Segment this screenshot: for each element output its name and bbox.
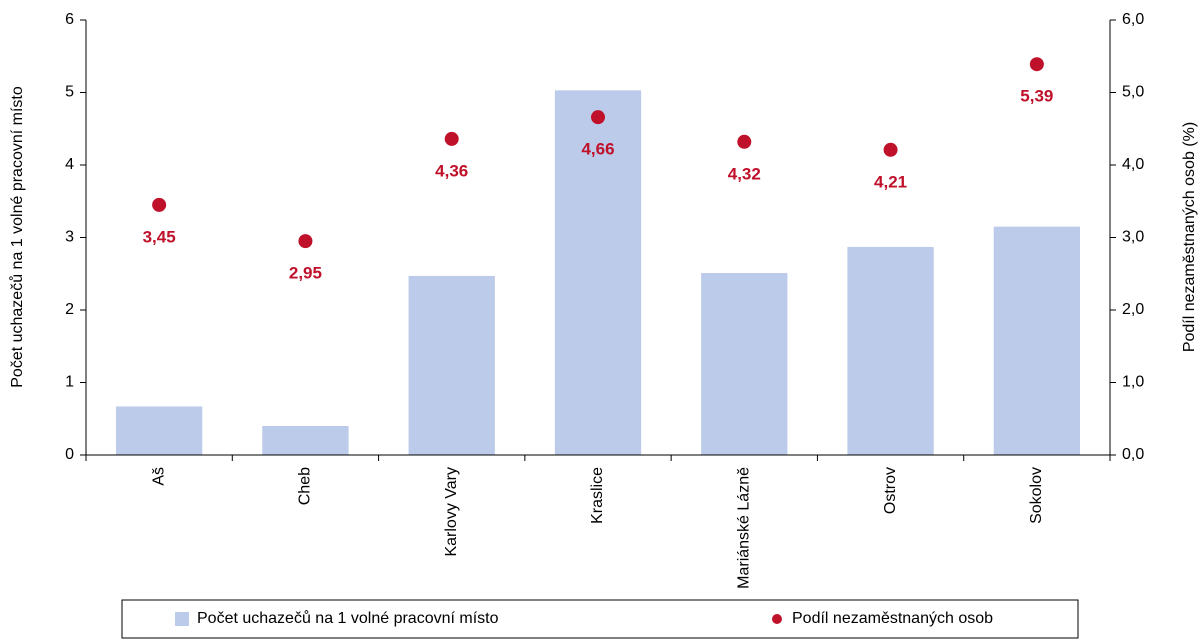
x-tick-label: Karlovy Vary	[443, 467, 460, 557]
legend-swatch	[175, 612, 189, 626]
x-tick-label: Cheb	[297, 467, 314, 505]
y-tick-label: 2	[65, 301, 74, 318]
point	[883, 142, 898, 157]
value-label: 4,36	[435, 161, 468, 180]
y-tick-label: 6	[65, 11, 74, 28]
point	[737, 134, 752, 149]
point	[152, 197, 167, 212]
y-tick-label: 1	[65, 374, 74, 391]
point	[444, 131, 459, 146]
y-tick-label: 0	[65, 446, 74, 463]
y-tick-label: 5	[65, 84, 74, 101]
y2-tick-label: 1,0	[1122, 374, 1144, 391]
point	[591, 110, 605, 125]
bar	[993, 226, 1081, 455]
y2-tick-label: 5,0	[1122, 84, 1144, 101]
y2-tick-label: 4,0	[1122, 156, 1144, 173]
y2-tick-label: 2,0	[1122, 301, 1144, 318]
y-tick-label: 3	[65, 229, 74, 246]
x-tick-label: Aš	[150, 467, 167, 486]
x-tick-label: Mariánské Lázně	[736, 467, 753, 589]
x-tick-label: Ostrov	[882, 467, 899, 514]
bar	[701, 273, 788, 455]
y2-axis-title: Podíl nezaměstnaných osob (%)	[1181, 122, 1198, 352]
value-label: 3,45	[143, 227, 176, 246]
y2-tick-label: 3,0	[1122, 229, 1144, 246]
bar	[408, 275, 495, 455]
y-tick-label: 4	[65, 156, 74, 173]
bar	[847, 246, 934, 455]
legend-label: Podíl nezaměstnaných osob	[792, 610, 993, 627]
value-label: 2,95	[289, 264, 322, 283]
point	[298, 234, 313, 249]
value-label: 4,66	[581, 140, 614, 159]
bar	[262, 426, 349, 455]
legend-swatch	[772, 614, 782, 624]
bar	[554, 90, 642, 455]
bar	[115, 406, 203, 455]
y2-tick-label: 6,0	[1122, 11, 1144, 28]
point	[1029, 57, 1044, 72]
y2-tick-label: 0,0	[1122, 446, 1144, 463]
x-tick-label: Kraslice	[589, 467, 606, 524]
legend-box	[121, 599, 1079, 639]
value-label: 4,21	[874, 172, 907, 191]
value-label: 4,32	[728, 164, 761, 183]
x-tick-label: Sokolov	[1028, 467, 1045, 524]
y-axis-title: Počet uchazečů na 1 volné pracovní místo	[8, 86, 26, 388]
legend-label: Počet uchazečů na 1 volné pracovní místo	[197, 609, 499, 627]
value-label: 5,39	[1020, 87, 1053, 106]
